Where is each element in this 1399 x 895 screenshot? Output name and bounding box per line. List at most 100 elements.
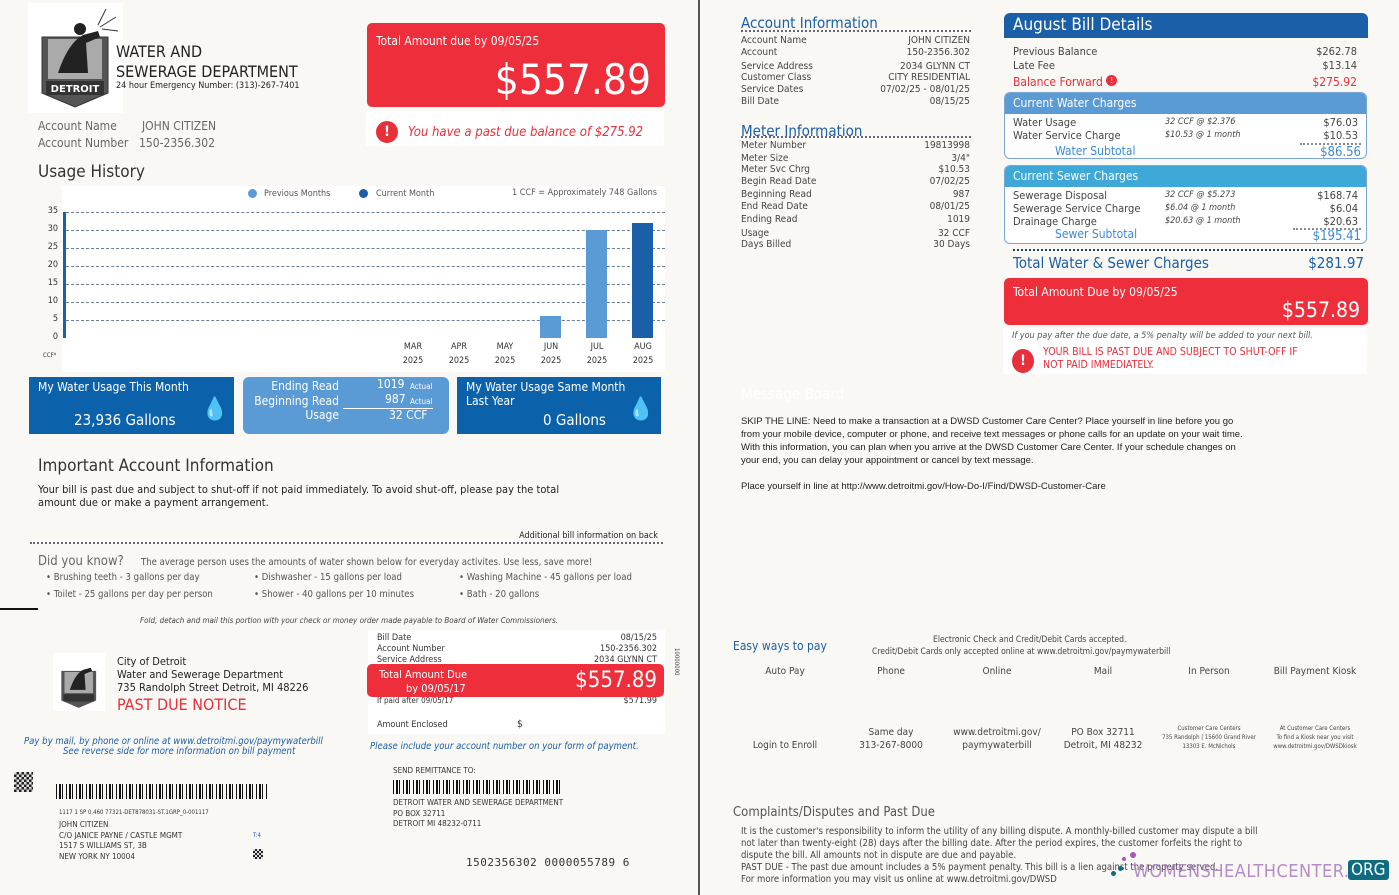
message-link[interactable]: Place yourself in line at http://www.det… [741,481,1106,492]
total-divider [1013,249,1363,251]
gridline [66,320,665,321]
message-line: With this information, you can plan when… [741,442,1236,453]
info-label: Account Name [741,35,807,46]
info-row: Meter Size 3/4" [741,153,970,164]
sewer-subtotal-label: Sewer Subtotal [1055,227,1138,241]
info-value: 3/4" [951,153,970,164]
info-row: Days Billed 30 Days [741,239,970,250]
usage-last-year-title: My Water Usage Same Month [466,380,626,394]
info-value: 32 CCF [937,228,970,239]
charge-line: Drainage Charge $20.63 @ 1 month $20.63 [1005,215,1366,228]
tip-item: • Dishwasher - 15 gallons per load [254,572,402,583]
pay-method-detail: Login to Enroll [730,739,840,752]
info-label: End Read Date [741,201,808,212]
label: Balance Forward ! [1013,75,1118,89]
important-text2: amount due or make a payment arrangement… [38,496,269,509]
ending-read-actual: Actual [410,382,433,391]
pay-method-detail: Customer Care Centers 735 Randolph | 1560… [1154,724,1264,751]
pay-method-detail: At Customer Care Centers To find a Kiosk … [1260,724,1370,751]
pay-note2: See reverse side for more information on… [63,746,296,757]
info-value: 150-2356.302 [906,47,970,58]
info-label: Bill Date [741,96,780,107]
info-value: 19813998 [924,140,970,151]
meter-info-title: Meter Information [741,122,863,140]
detail-line: To find a Kiosk near you visit [1276,734,1354,741]
complaints-line: not later than twenty-eight (28) days af… [741,838,1243,849]
fold-note: Fold, detach and mail this portion with … [139,616,559,625]
gridline [66,266,665,267]
tip-text: Brushing teeth - 3 gallons per day [53,572,200,583]
info-row: Meter Number 19813998 [741,140,970,151]
stub-logo [53,653,105,711]
legend-current: Current Month [376,189,435,199]
details-due-label: Total Amount Due by 09/05/25 [1013,285,1178,299]
pay-method-mail: Mail [1093,666,1113,677]
message-board-text: SKIP THE LINE: Need to make a transactio… [741,415,1243,493]
info-label: Meter Number [741,140,807,151]
stub-due-amount: $557.89 [575,668,657,693]
tip-text: Washing Machine - 45 gallons per load [466,572,632,583]
shutoff-warning1: YOUR BILL IS PAST DUE AND SUBJECT TO SHU… [1043,346,1298,358]
penalty-note: If you pay after the due date, a 5% pena… [1012,331,1313,341]
water-charges-box: Current Water Charges Water Usage 32 CCF … [1004,92,1367,159]
past-due-text: You have a past due balance of $275.92 [408,125,644,140]
info-label: Service Dates [741,84,804,95]
late-amount-label: If paid after 09/05/17 [377,696,454,705]
charge-name: Water Service Charge [1013,129,1121,142]
charge-name: Drainage Charge [1013,215,1097,228]
gridline [66,212,665,213]
info-label: Customer Class [741,72,812,83]
charge-amount: $6.04 [1329,202,1358,215]
total-due-amount: $557.89 [494,55,651,104]
gridline [66,302,665,303]
details-total-due-box: Total Amount Due by 09/05/25 $557.89 [1004,278,1368,325]
dept-name-line1: WATER AND [116,42,203,61]
past-due-notice: PAST DUE NOTICE [117,695,247,714]
info-label: Service Address [741,61,813,72]
info-value: 08/15/25 [929,96,970,107]
charge-line: Water Usage 32 CCF @ $2.376 $76.03 [1005,116,1366,129]
pay-method-phone: Phone [877,666,905,677]
gridline [66,284,665,285]
detroit-logo: DETROIT [28,3,123,113]
detail-line: Detroit, MI 48232 [1063,740,1143,751]
remit-line: DETROIT WATER AND SEWERAGE DEPARTMENT [393,798,564,807]
previous-balance-row: Previous Balance $262.78 [1013,45,1357,58]
charge-rate: $6.04 @ 1 month [1165,203,1236,213]
pay-method-detail[interactable]: www.detroitmi.gov/paymywaterbill [942,726,1052,752]
info-row: Begin Read Date 07/02/25 [741,176,970,187]
charge-line: Water Service Charge $10.53 @ 1 month $10.… [1005,129,1366,142]
dept-name-line2: SEWERAGE DEPARTMENT [116,62,298,81]
account-number-label: Account Number [38,136,129,150]
usage-value: 32 CCF [389,408,428,422]
remit-line: PO BOX 32711 [393,808,446,818]
pay-method-detail: PO Box 32711 Detroit, MI 48232 [1048,726,1158,752]
charge-line: Sewerage Service Charge $6.04 @ 1 month $6… [1005,202,1366,215]
y-tick-label: 25 [47,242,58,252]
charge-name: Sewerage Service Charge [1013,202,1141,215]
info-row: Customer Class CITY RESIDENTIAL [741,72,970,83]
bar-jun-2025 [540,316,561,338]
easy-pay-note1: Electronic Check and Credit/Debit Cards … [933,635,1127,645]
details-notes: If you pay after the due date, a 5% pena… [1003,328,1367,374]
late-amount: $571.99 [623,696,657,706]
stub-due-label2: by 09/05/17 [406,682,466,695]
usage-last-year-title2: Last Year [466,394,515,408]
value: $13.14 [1322,59,1357,72]
usage-last-year-value: 0 Gallons [543,411,606,429]
info-label: Meter Svc Chrg [741,164,810,175]
info-row: Meter Svc Chrg $10.53 [741,164,970,175]
complaints-line: It is the customer's responsibility to i… [741,826,1258,837]
detail-line: Login to Enroll [752,740,818,751]
remit-barcode [393,780,563,794]
watermark-dots-icon [1110,850,1145,880]
complaints-line: dispute the bill. All amounts not in dis… [741,850,1017,861]
total-charges-row: Total Water & Sewer Charges $281.97 [1013,254,1364,272]
amount-enclosed-field[interactable]: $ [517,719,523,730]
info-label: Meter Size [741,153,789,164]
beginning-read: 987 [385,392,406,406]
beginning-read-label: Beginning Read [254,394,339,408]
charge-amount: $168.74 [1317,189,1358,202]
water-drop-icon: 💧 [201,397,229,422]
y-tick-label: 15 [47,278,58,288]
